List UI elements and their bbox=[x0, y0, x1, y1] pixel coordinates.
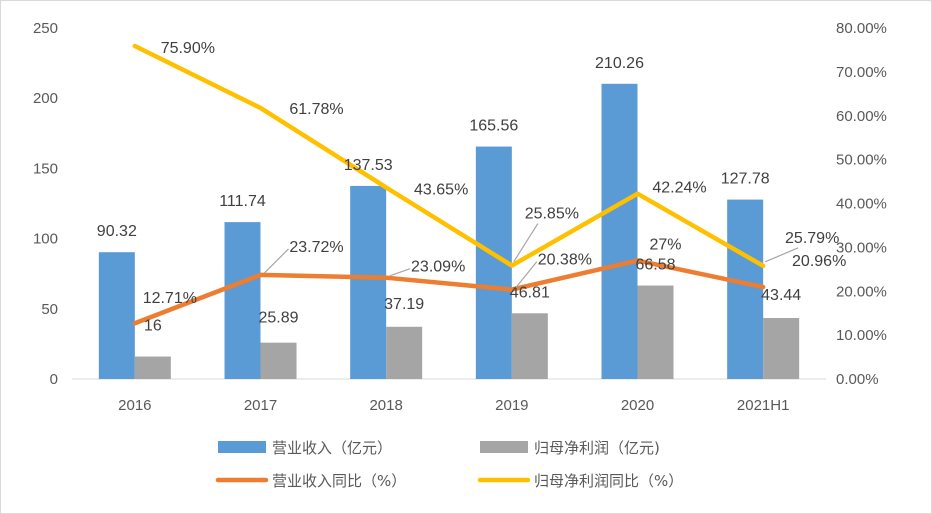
bar-revenue bbox=[224, 222, 261, 379]
label-net-profit-yoy: 75.90% bbox=[161, 40, 215, 57]
bars-layer bbox=[98, 83, 800, 380]
leader-line bbox=[264, 248, 289, 274]
label-revenue-yoy: 12.71% bbox=[143, 290, 197, 307]
legend-label: 营业收入（亿元） bbox=[272, 439, 392, 457]
x-axis-tick: 2020 bbox=[621, 397, 654, 414]
bar-net-profit bbox=[763, 318, 800, 379]
label-net-profit: 66.58 bbox=[635, 257, 675, 274]
right-axis-tick: 60.00% bbox=[836, 108, 887, 125]
left-axis-tick: 50 bbox=[41, 301, 58, 318]
bar-net-profit bbox=[511, 313, 548, 379]
label-net-profit: 43.44 bbox=[761, 287, 801, 304]
bar-net-profit bbox=[134, 356, 171, 379]
legend-swatch-bar bbox=[480, 441, 528, 453]
leader-line bbox=[513, 223, 539, 262]
left-axis-tick: 100 bbox=[33, 231, 58, 248]
label-revenue-yoy: 23.72% bbox=[289, 239, 343, 256]
right-axis-tick: 40.00% bbox=[836, 196, 887, 213]
right-axis-tick: 50.00% bbox=[836, 152, 887, 169]
x-axis-tick: 2021H1 bbox=[737, 397, 790, 414]
label-net-profit-yoy: 43.65% bbox=[414, 181, 468, 198]
label-net-profit: 25.89 bbox=[258, 310, 298, 327]
label-revenue-yoy: 23.09% bbox=[411, 259, 465, 276]
x-axis-tick: 2019 bbox=[495, 397, 528, 414]
label-revenue: 210.26 bbox=[595, 55, 644, 72]
bar-net-profit bbox=[386, 326, 423, 379]
label-net-profit-yoy: 42.24% bbox=[652, 180, 706, 197]
label-net-profit: 37.19 bbox=[384, 296, 424, 313]
right-axis-tick: 20.00% bbox=[836, 283, 887, 300]
line-net-profit-yoy bbox=[132, 43, 766, 269]
right-axis-tick: 80.00% bbox=[836, 20, 887, 37]
label-revenue-yoy: 20.96% bbox=[792, 253, 846, 270]
line-revenue-yoy bbox=[132, 258, 766, 326]
right-axis-tick: 30.00% bbox=[836, 239, 887, 256]
label-revenue: 127.78 bbox=[721, 171, 770, 188]
leader-line bbox=[515, 261, 538, 288]
right-axis-tick: 70.00% bbox=[836, 64, 887, 81]
label-revenue: 137.53 bbox=[344, 157, 393, 174]
legend-swatch-bar bbox=[218, 441, 266, 453]
bar-net-profit bbox=[260, 342, 297, 379]
legend-label: 归母净利润（亿元) bbox=[534, 439, 660, 457]
label-revenue-yoy: 20.38% bbox=[538, 252, 592, 269]
leader-line bbox=[764, 247, 799, 263]
label-net-profit-yoy: 25.79% bbox=[785, 230, 839, 247]
label-revenue: 90.32 bbox=[97, 223, 137, 240]
label-revenue-yoy: 27% bbox=[649, 237, 681, 254]
x-axis-tick: 2016 bbox=[118, 397, 151, 414]
label-net-profit-yoy: 61.78% bbox=[289, 101, 343, 118]
label-net-profit: 46.81 bbox=[510, 284, 550, 301]
bar-revenue bbox=[98, 252, 135, 379]
bar-revenue bbox=[601, 83, 638, 380]
bar-revenue bbox=[350, 185, 387, 379]
legend-label: 归母净利润同比（%） bbox=[534, 472, 683, 490]
left-axis-tick: 250 bbox=[33, 20, 58, 37]
left-axis-tick: 150 bbox=[33, 160, 58, 177]
label-net-profit-yoy: 25.85% bbox=[525, 206, 579, 223]
x-axis-tick: 2018 bbox=[369, 397, 402, 414]
axes-layer: 0 50 100 150 200 250 0.00% 10.00% 20.00% 30.00% 40… bbox=[33, 20, 887, 414]
left-axis-tick: 200 bbox=[33, 90, 58, 107]
right-axis-tick: 0.00% bbox=[836, 371, 879, 388]
legend: 营业收入（亿元） 归母净利润（亿元) 营业收入同比（%） 归母净利润同比（%） bbox=[215, 439, 683, 490]
label-net-profit: 16 bbox=[144, 318, 162, 335]
label-revenue: 111.74 bbox=[219, 193, 266, 210]
legend-label: 营业收入同比（%） bbox=[272, 472, 406, 490]
leader-line bbox=[389, 268, 411, 277]
bar-net-profit bbox=[637, 285, 674, 379]
right-axis-tick: 10.00% bbox=[836, 327, 887, 344]
lines-layer bbox=[132, 43, 766, 326]
data-labels-layer: 90.32 111.74 137.53 165.56 210.26 127.78 16 25.… bbox=[97, 40, 846, 335]
x-axis-tick: 2017 bbox=[244, 397, 277, 414]
label-revenue: 165.56 bbox=[469, 118, 518, 135]
bar-revenue bbox=[727, 199, 764, 379]
left-axis-tick: 0 bbox=[50, 371, 58, 388]
